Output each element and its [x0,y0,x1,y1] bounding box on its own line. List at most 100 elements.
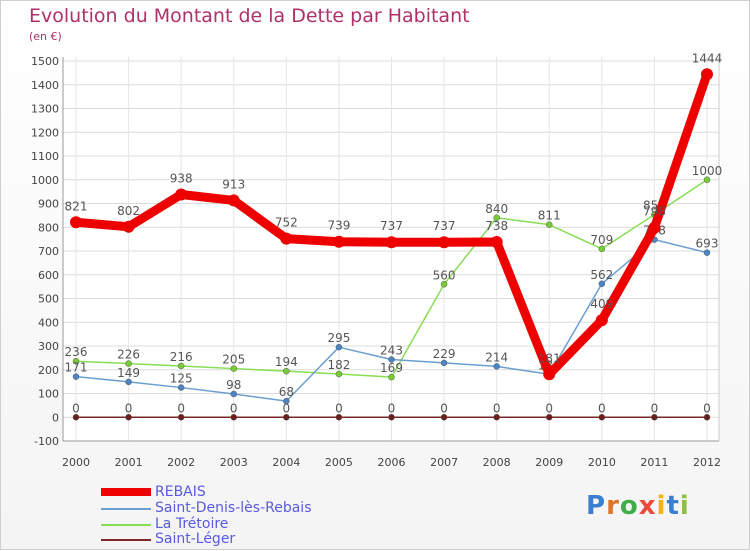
data-label-saint-denis-les-rebais: 149 [117,366,140,380]
data-label-saint-leger: 0 [177,401,185,415]
data-point-rebais [70,216,82,229]
y-tick-label: 1400 [31,79,59,92]
data-point-la-tretoire [388,373,395,381]
data-label-saint-leger: 0 [545,401,553,415]
x-tick-label: 2009 [535,456,563,469]
data-label-saint-denis-les-rebais: 214 [485,350,508,364]
y-tick-label: 400 [38,316,59,329]
y-tick-label: 900 [38,198,59,211]
x-tick-label: 2003 [220,456,248,469]
data-label-saint-leger: 0 [440,401,448,415]
data-point-saint-leger [598,414,606,421]
data-point-la-tretoire [72,357,80,365]
x-tick-label: 2004 [272,456,300,469]
y-tick-label: 1200 [31,126,59,139]
x-tick-label: 2010 [588,456,616,469]
data-point-saint-leger [125,414,132,421]
legend-swatch-saint-leger [101,539,151,541]
data-label-saint-leger: 0 [72,401,80,415]
data-label-saint-leger: 0 [388,401,396,415]
data-point-rebais [175,188,188,201]
data-label-saint-denis-les-rebais: 693 [696,237,719,251]
data-label-rebais: 802 [117,204,140,218]
y-tick-label: 800 [38,221,59,234]
data-label-rebais: 913 [222,177,245,191]
data-point-saint-leger [230,414,237,421]
data-point-rebais [385,236,398,249]
data-point-rebais [490,235,503,248]
data-point-saint-denis-les-rebais [598,280,606,288]
data-label-rebais: 1444 [692,51,723,65]
data-label-saint-leger: 0 [651,401,659,415]
x-tick-label: 2006 [378,456,406,469]
y-tick-label: 100 [38,388,59,401]
data-label-la-tretoire: 169 [380,361,403,375]
x-tick-label: 2007 [430,456,458,469]
data-label-la-tretoire: 811 [538,209,561,223]
data-point-rebais [595,314,608,327]
data-label-saint-denis-les-rebais: 68 [279,385,294,399]
legend-label-rebais: REBAIS [155,484,206,500]
data-point-saint-denis-les-rebais [335,343,343,351]
data-point-rebais [438,236,451,249]
data-label-saint-denis-les-rebais: 562 [590,268,613,282]
data-point-rebais [701,68,713,81]
data-point-rebais [543,368,556,381]
data-point-saint-denis-les-rebais [703,249,711,256]
data-label-saint-leger: 0 [493,401,501,415]
y-tick-label: 600 [38,269,59,282]
data-label-la-tretoire: 560 [433,268,456,282]
data-label-rebais: 409 [590,297,613,311]
legend-swatch-rebais [101,488,151,496]
data-label-saint-leger: 0 [598,401,606,415]
x-tick-label: 2000 [62,456,90,469]
data-point-la-tretoire [177,362,185,370]
data-point-saint-denis-les-rebais [125,378,132,386]
y-tick-label: 500 [38,293,59,306]
data-point-rebais [332,235,345,248]
data-point-saint-denis-les-rebais [493,363,500,370]
data-label-rebais: 738 [485,219,508,233]
chart-subtitle: (en €) [29,30,62,43]
data-point-rebais [227,194,240,207]
data-point-rebais [122,220,135,233]
data-point-la-tretoire [546,221,553,228]
y-tick-label: 1100 [31,150,59,163]
data-label-saint-denis-les-rebais: 125 [170,372,193,386]
data-label-la-tretoire: 709 [590,233,613,247]
data-label-la-tretoire: 205 [222,353,245,367]
data-label-rebais: 739 [327,219,350,233]
y-tick-label: 200 [38,364,59,377]
x-tick-label: 2012 [693,456,721,469]
legend-swatch-la-tretoire [101,524,151,526]
x-tick-label: 2011 [640,456,668,469]
data-point-la-tretoire [440,281,448,288]
x-tick-label: 2005 [325,456,353,469]
data-point-la-tretoire [493,214,500,221]
data-label-saint-leger: 0 [283,401,291,415]
data-label-la-tretoire: 182 [327,358,350,372]
data-label-la-tretoire: 226 [117,348,140,362]
y-tick-label: -100 [34,435,59,448]
data-label-la-tretoire: 216 [170,350,193,364]
chart-title: Evolution du Montant de la Dette par Hab… [29,5,470,27]
data-point-saint-leger [651,414,658,421]
legend-label-saint-denis: Saint-Denis-lès-Rebais [155,500,312,516]
data-label-saint-leger: 0 [230,401,238,415]
data-label-rebais: 798 [643,205,666,219]
data-label-rebais: 737 [380,219,403,233]
y-tick-label: 0 [52,411,59,424]
x-tick-label: 2002 [167,456,195,469]
data-point-la-tretoire [335,370,343,378]
data-label-rebais: 821 [65,199,88,213]
data-point-saint-leger [703,414,711,421]
y-tick-label: 700 [38,245,59,258]
data-point-rebais [280,232,293,245]
x-tick-label: 2008 [483,456,511,469]
legend-label-la-tretoire: La Trétoire [155,516,229,532]
data-point-saint-leger [72,414,80,421]
data-label-rebais: 938 [170,171,193,185]
data-point-la-tretoire [283,367,290,375]
data-label-la-tretoire: 1000 [692,164,723,178]
